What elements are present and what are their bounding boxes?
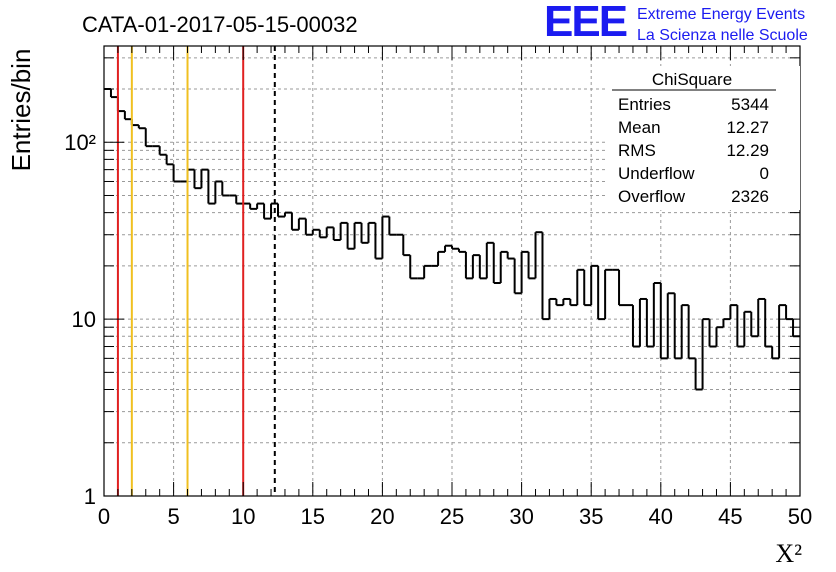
x-tick-label: 25 xyxy=(440,504,464,529)
stats-value: 0 xyxy=(760,164,769,183)
x-axis-label: X² xyxy=(775,539,802,568)
chart-title: CATA-01-2017-05-15-00032 xyxy=(82,12,358,37)
stats-value: 12.29 xyxy=(726,141,769,160)
brand-line-2: La Scienza nelle Scuole xyxy=(637,27,808,44)
axis-ticks xyxy=(103,46,801,497)
stats-label: Entries xyxy=(618,95,671,114)
stats-value: 5344 xyxy=(731,95,769,114)
y-tick-label: 1 xyxy=(84,484,96,509)
x-tick-label: 5 xyxy=(167,504,179,529)
brand-line-1: Extreme Energy Events xyxy=(637,6,806,23)
stats-value: 2326 xyxy=(731,187,769,206)
stats-label: RMS xyxy=(618,141,656,160)
x-tick-label: 10 xyxy=(231,504,255,529)
stats-value: 12.27 xyxy=(726,118,769,137)
y-tick-labels: 1 10 10² xyxy=(64,130,96,509)
x-tick-labels: 0 5 10 15 20 25 30 35 40 45 50 xyxy=(98,504,812,529)
y-axis-label: Entries/bin xyxy=(6,49,36,172)
threshold-lines xyxy=(116,46,276,496)
x-tick-label: 35 xyxy=(579,504,603,529)
y-tick-label: 10 xyxy=(72,307,96,332)
eee-logo: EEE xyxy=(544,0,628,46)
stats-label: Overflow xyxy=(618,187,686,206)
grid-lines xyxy=(104,46,800,496)
x-tick-label: 15 xyxy=(301,504,325,529)
x-tick-label: 50 xyxy=(788,504,812,529)
x-tick-label: 45 xyxy=(718,504,742,529)
x-tick-label: 20 xyxy=(370,504,394,529)
stats-label: Underflow xyxy=(618,164,695,183)
stats-box: ChiSquare Entries 5344 Mean 12.27 RMS 12.29 Un… xyxy=(606,66,800,210)
x-tick-label: 30 xyxy=(509,504,533,529)
stats-label: Mean xyxy=(618,118,661,137)
stats-title: ChiSquare xyxy=(652,70,732,89)
x-tick-label: 0 xyxy=(98,504,110,529)
stats-rows: Entries 5344 Mean 12.27 RMS 12.29 Underflow 0 Ov… xyxy=(618,95,769,206)
x-tick-label: 40 xyxy=(649,504,673,529)
y-tick-label: 10² xyxy=(64,130,96,155)
